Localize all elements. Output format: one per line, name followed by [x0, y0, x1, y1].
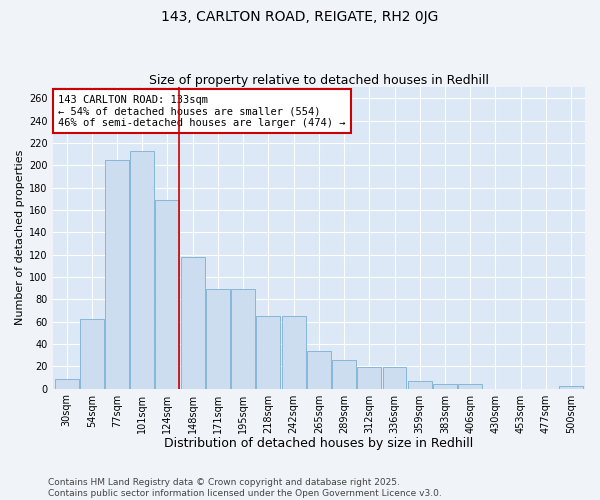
Bar	[130, 150, 154, 388]
Bar	[358, 368, 381, 388]
Bar	[256, 316, 280, 388]
Y-axis label: Number of detached properties: Number of detached properties	[15, 150, 25, 326]
Bar	[433, 384, 457, 388]
Title: Size of property relative to detached houses in Redhill: Size of property relative to detached ho…	[149, 74, 489, 87]
Bar	[55, 378, 79, 388]
Bar	[332, 360, 356, 388]
Bar	[408, 381, 432, 388]
Bar	[281, 316, 305, 388]
Bar	[80, 320, 104, 388]
Bar	[105, 160, 129, 388]
Bar	[307, 350, 331, 389]
Text: 143, CARLTON ROAD, REIGATE, RH2 0JG: 143, CARLTON ROAD, REIGATE, RH2 0JG	[161, 10, 439, 24]
Text: Contains HM Land Registry data © Crown copyright and database right 2025.
Contai: Contains HM Land Registry data © Crown c…	[48, 478, 442, 498]
Bar	[181, 257, 205, 388]
Bar	[206, 289, 230, 388]
Bar	[458, 384, 482, 388]
Bar	[559, 386, 583, 388]
Bar	[155, 200, 179, 388]
Bar	[383, 368, 406, 388]
X-axis label: Distribution of detached houses by size in Redhill: Distribution of detached houses by size …	[164, 437, 473, 450]
Text: 143 CARLTON ROAD: 133sqm
← 54% of detached houses are smaller (554)
46% of semi-: 143 CARLTON ROAD: 133sqm ← 54% of detach…	[58, 94, 346, 128]
Bar	[231, 289, 255, 388]
